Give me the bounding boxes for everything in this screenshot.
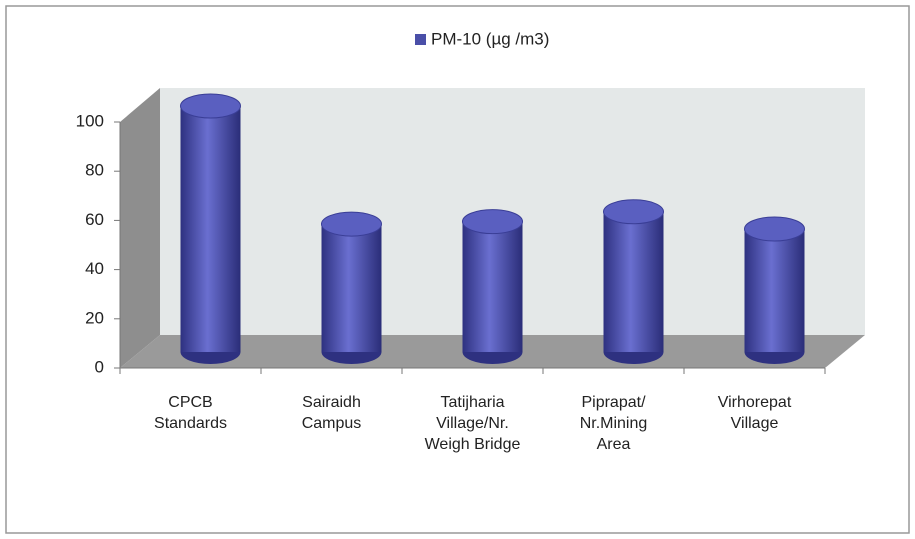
x-tick-label: Tatijharia Village/Nr. Weigh Bridge — [424, 394, 521, 453]
bar — [462, 221, 523, 352]
bar — [603, 211, 664, 352]
bar — [180, 106, 241, 352]
x-tick-label: CPCB Standards — [154, 394, 227, 432]
bar-top — [603, 199, 664, 225]
bar-top — [744, 216, 805, 242]
bar — [321, 224, 382, 352]
side-wall — [120, 88, 160, 368]
x-tick-label: Virhorepat Village — [717, 394, 792, 432]
y-tick-label: 0 — [95, 357, 104, 376]
y-tick-label: 40 — [85, 259, 104, 278]
legend-swatch — [415, 34, 426, 45]
y-tick-label: 60 — [85, 210, 104, 229]
bar — [744, 229, 805, 352]
x-tick-label: Piprapat/ Nr.Mining Area — [579, 394, 648, 453]
y-tick-label: 20 — [85, 308, 104, 327]
bar-top — [462, 209, 523, 235]
bar-top — [180, 93, 241, 119]
y-tick-label: 80 — [85, 161, 104, 180]
y-tick-label: 100 — [76, 111, 104, 130]
x-tick-label: Sairaidh Campus — [301, 394, 362, 432]
legend-label: PM-10 (µg /m3) — [431, 29, 549, 48]
bar-top — [321, 211, 382, 237]
